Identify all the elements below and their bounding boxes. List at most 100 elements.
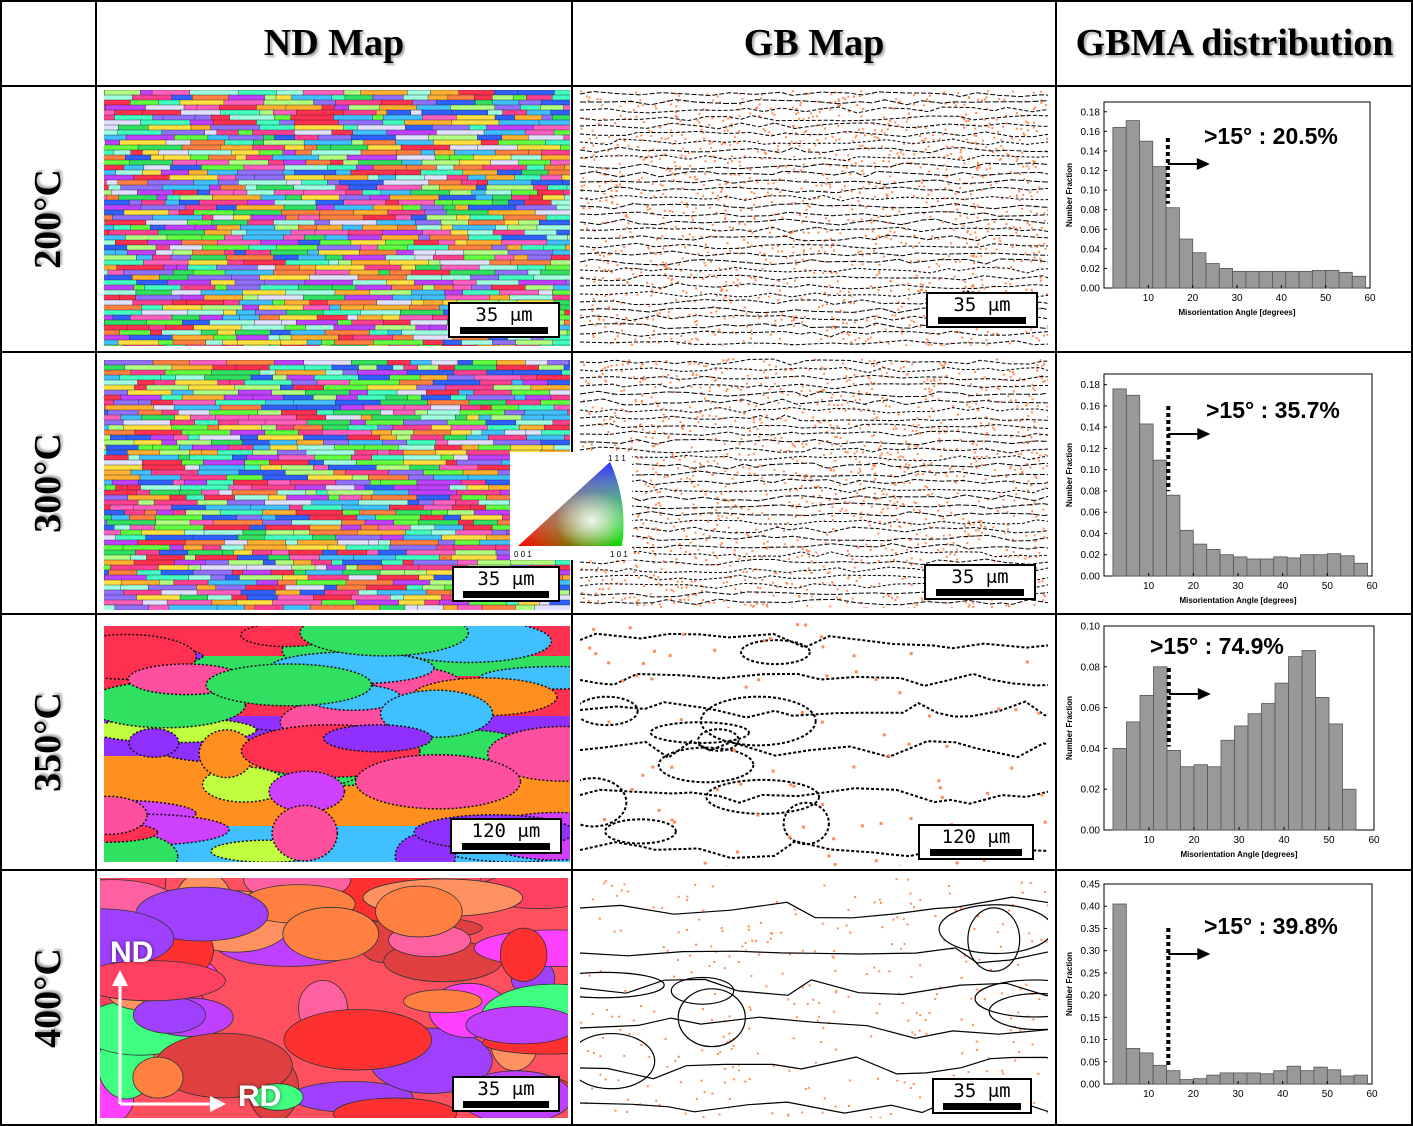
x-tick-label: 60 <box>1366 1089 1378 1100</box>
histogram-bar <box>1273 1070 1288 1085</box>
arrow-head-icon <box>1197 948 1211 960</box>
nd-axis-label: ND <box>110 936 154 969</box>
ipf-triangle-graphic: 1 1 1 0 0 1 1 0 1 <box>510 452 632 560</box>
y-tick-label: 0.10 <box>1081 186 1101 197</box>
arrow-head-icon <box>1196 158 1210 170</box>
histogram-bar <box>1192 543 1208 577</box>
y-tick-label: 0.00 <box>1081 1080 1101 1091</box>
histogram-bar <box>1166 494 1181 577</box>
x-tick-label: 10 <box>1143 581 1155 592</box>
histogram-bar <box>1300 1070 1315 1085</box>
histogram-bar <box>1342 788 1357 831</box>
y-tick-label: 0.16 <box>1081 127 1101 138</box>
y-tick-label: 0.06 <box>1081 225 1101 236</box>
scale-label: 120 μm <box>471 820 541 842</box>
histogram-bar <box>1325 269 1340 289</box>
y-tick-label: 0.15 <box>1081 1013 1101 1024</box>
histogram-bar <box>1326 1069 1342 1085</box>
y-tick-label: 0.10 <box>1081 465 1101 476</box>
gbma-annotation: >15° : 39.8% <box>1204 913 1338 939</box>
header-gbma-distribution: GBMA distribution <box>1075 22 1394 64</box>
histogram-bar <box>1272 270 1287 289</box>
y-tick-label: 0.02 <box>1081 264 1101 275</box>
histogram-bar <box>1152 459 1167 577</box>
gbma-annotation: >15° : 74.9% <box>1150 633 1284 659</box>
histogram-bar <box>1258 270 1273 289</box>
histogram-bar <box>1353 562 1368 577</box>
arrow-head-icon <box>1197 428 1211 440</box>
x-tick-label: 60 <box>1368 835 1380 846</box>
y-tick-label: 0.05 <box>1081 1057 1101 1068</box>
header-blank <box>0 0 96 86</box>
histogram-bar <box>1125 1048 1141 1085</box>
histogram-bar <box>1153 666 1168 831</box>
histogram-bar <box>1179 529 1194 577</box>
histogram-bar <box>1247 713 1262 831</box>
histogram-bar <box>1139 140 1154 289</box>
histogram-bar <box>1311 269 1327 289</box>
histogram-bar <box>1300 554 1315 577</box>
x-tick-label: 30 <box>1233 835 1245 846</box>
histogram-bar <box>1207 766 1222 831</box>
row-label-400c: 400°C <box>0 870 96 1126</box>
histogram-bar <box>1220 739 1235 831</box>
histogram-bar <box>1234 725 1249 831</box>
histogram-bar <box>1112 388 1127 577</box>
y-tick-label: 0.00 <box>1081 284 1101 295</box>
histogram-bar <box>1205 263 1220 289</box>
y-tick-label: 0.30 <box>1081 946 1101 957</box>
histogram-bar <box>1328 723 1343 831</box>
ipf-label-001: 0 0 1 <box>514 550 532 559</box>
histogram-bar <box>1219 554 1234 577</box>
x-axis-label: Misorientation Angle [degrees] <box>1179 596 1296 605</box>
histogram-bar <box>1219 1072 1234 1085</box>
x-tick-label: 50 <box>1320 293 1332 304</box>
ipf-label-111: 1 1 1 <box>608 454 626 463</box>
scale-line <box>935 589 1025 596</box>
scale-label: 35 μm <box>951 566 1009 588</box>
ipf-label-101: 1 0 1 <box>610 550 628 559</box>
histogram-bar <box>1245 270 1260 289</box>
y-tick-label: 0.04 <box>1081 244 1101 255</box>
histogram-bar <box>1274 682 1289 831</box>
orientation-map-graphic <box>104 626 570 862</box>
y-tick-label: 0.08 <box>1081 486 1101 497</box>
histogram-bar <box>1233 556 1248 577</box>
histogram-bar <box>1152 166 1167 289</box>
y-tick-label: 0.16 <box>1081 401 1101 412</box>
histogram-bar <box>1232 270 1247 289</box>
x-tick-label: 30 <box>1231 293 1243 304</box>
scale-line <box>930 849 1022 856</box>
histogram-bar <box>1351 275 1366 289</box>
y-axis-label: Number Fraction <box>1065 443 1074 507</box>
histogram-bar <box>1313 1066 1328 1085</box>
nd-map-350c <box>104 626 570 862</box>
histogram-bar <box>1246 558 1261 577</box>
x-tick-label: 50 <box>1322 1089 1334 1100</box>
y-tick-label: 0.14 <box>1081 146 1101 157</box>
x-tick-label: 60 <box>1366 581 1378 592</box>
x-tick-label: 10 <box>1143 835 1155 846</box>
gb-scale-bar-300c: 35 μm <box>924 564 1036 600</box>
histogram-bar <box>1259 558 1275 577</box>
gbma-chart-200c: 0.00 0.02 0.04 0.06 0.08 0.10 0.12 0.14 0.16 0.18… <box>1065 101 1376 317</box>
y-tick-label: 0.10 <box>1081 1035 1101 1046</box>
x-tick-label: 20 <box>1188 1089 1200 1100</box>
histogram-bar <box>1112 903 1127 1085</box>
histogram-bar <box>1112 127 1127 289</box>
rd-axis-label: RD <box>238 1080 282 1113</box>
y-tick-label: 0.18 <box>1081 380 1101 391</box>
x-tick-label: 40 <box>1277 1089 1289 1100</box>
x-tick-label: 20 <box>1187 293 1199 304</box>
x-tick-label: 10 <box>1143 293 1155 304</box>
x-tick-label: 50 <box>1322 581 1334 592</box>
scale-line <box>942 1103 1022 1110</box>
y-tick-label: 0.40 <box>1081 902 1101 913</box>
ipf-color-key: 1 1 1 0 0 1 1 0 1 <box>510 452 632 560</box>
x-tick-label: 30 <box>1232 581 1244 592</box>
gbma-annotation: >15° : 35.7% <box>1206 397 1340 423</box>
gbma-annotation: >15° : 20.5% <box>1204 123 1338 149</box>
histogram-bar <box>1288 656 1303 831</box>
histogram-bar <box>1193 764 1208 831</box>
histogram-bar <box>1125 394 1141 577</box>
